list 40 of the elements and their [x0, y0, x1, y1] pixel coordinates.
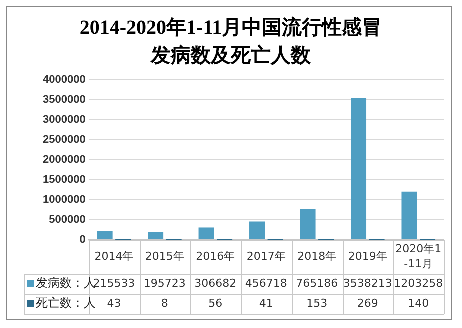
data-label: 765186	[296, 276, 338, 290]
x-tick-label: 2017年	[246, 250, 286, 263]
data-label: 153	[306, 296, 328, 310]
data-label: 41	[259, 296, 274, 310]
data-label: 8	[161, 296, 168, 310]
data-label: 1203258	[394, 276, 444, 290]
x-tick-label: 2019年	[348, 250, 388, 263]
legend-label: 发病数：人	[36, 276, 96, 290]
y-tick-label: 2000000	[42, 154, 86, 166]
data-label: 306682	[194, 276, 237, 290]
y-tick-label: 0	[80, 234, 86, 246]
y-tick-label: 3500000	[42, 94, 86, 106]
bar	[97, 231, 113, 240]
x-tick-label: 2014年	[94, 250, 134, 263]
data-label: 3538213	[343, 276, 392, 290]
y-tick-label: 4000000	[42, 74, 86, 86]
bar	[148, 232, 164, 240]
bar	[350, 98, 367, 240]
y-tick-label: 1500000	[42, 174, 86, 186]
data-label: 195723	[144, 276, 186, 290]
data-label: 269	[357, 296, 378, 310]
bar	[250, 222, 266, 240]
bar	[300, 209, 316, 240]
bar	[198, 228, 214, 240]
x-tick-label: 2018年	[298, 250, 337, 263]
data-label: 456718	[245, 276, 288, 290]
legend-label: 死亡数：人	[36, 296, 96, 310]
x-tick-label: 2016年	[196, 250, 236, 263]
y-tick-label: 2500000	[42, 134, 86, 146]
data-label: 140	[408, 296, 430, 310]
data-label: 56	[208, 296, 223, 310]
data-label: 215533	[93, 276, 136, 290]
bar	[402, 192, 418, 240]
y-tick-label: 3000000	[42, 114, 86, 126]
chart-title: 2014-2020年1-11月中国流行性感冒发病数及死亡人数	[78, 16, 384, 69]
x-tick-label: 2015年	[145, 250, 184, 263]
data-label: 43	[107, 296, 122, 310]
y-tick-label: 1000000	[42, 194, 86, 206]
x-tick-label: 2020年1-11月	[396, 242, 442, 270]
y-tick-label: 500000	[49, 214, 86, 226]
